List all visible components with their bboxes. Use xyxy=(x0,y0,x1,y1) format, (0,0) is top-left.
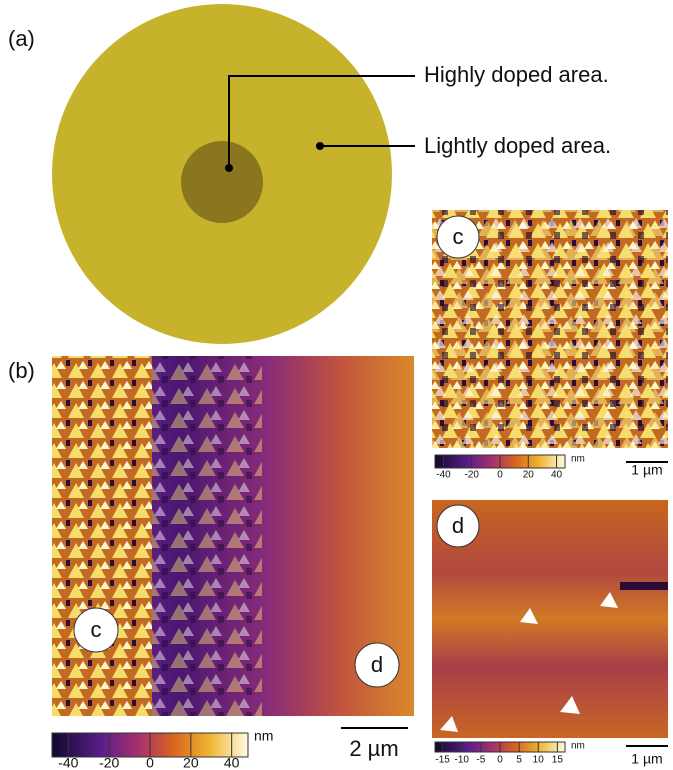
colorbar-unit: nm xyxy=(254,728,273,744)
afm-texture xyxy=(152,356,262,716)
streak xyxy=(620,582,668,590)
panel-label: (b) xyxy=(8,358,35,383)
marker-label: c xyxy=(91,617,102,642)
marker-label: d xyxy=(452,513,464,538)
annotation: Highly doped area. xyxy=(424,62,609,87)
dot xyxy=(316,142,324,150)
tick-label: -40 xyxy=(436,470,451,481)
tick-label: 20 xyxy=(523,470,535,481)
panel-label: (a) xyxy=(8,26,35,51)
tick-label: -20 xyxy=(99,755,119,770)
tick-label: 40 xyxy=(224,755,240,770)
tick-label: -10 xyxy=(455,755,470,766)
tick-label: 15 xyxy=(552,755,564,766)
tick-label: -40 xyxy=(58,755,78,770)
tick-label: 20 xyxy=(183,755,199,770)
tick-label: -15 xyxy=(435,755,450,766)
scale-bar-label: 1 µm xyxy=(631,751,662,767)
dot xyxy=(225,164,233,172)
colorbar-unit: nm xyxy=(571,454,585,465)
marker-label: c xyxy=(453,224,464,249)
doped-spot xyxy=(181,141,263,223)
tick-label: -5 xyxy=(476,755,485,766)
tick-label: 40 xyxy=(551,470,563,481)
marker-label: d xyxy=(371,652,383,677)
annotation: Lightly doped area. xyxy=(424,133,611,158)
tick-label: 10 xyxy=(533,755,545,766)
colorbar-unit: nm xyxy=(571,741,585,752)
scale-bar-label: 1 µm xyxy=(631,462,662,478)
tick-label: 5 xyxy=(516,755,522,766)
tick-label: 0 xyxy=(497,470,503,481)
scale-bar-label: 2 µm xyxy=(349,736,398,761)
figure: (a) Highly doped area. Lightly doped are… xyxy=(0,0,673,770)
afm-texture xyxy=(52,356,152,716)
tick-label: 0 xyxy=(497,755,503,766)
tick-label: -20 xyxy=(465,470,480,481)
tick-label: 0 xyxy=(146,755,154,770)
